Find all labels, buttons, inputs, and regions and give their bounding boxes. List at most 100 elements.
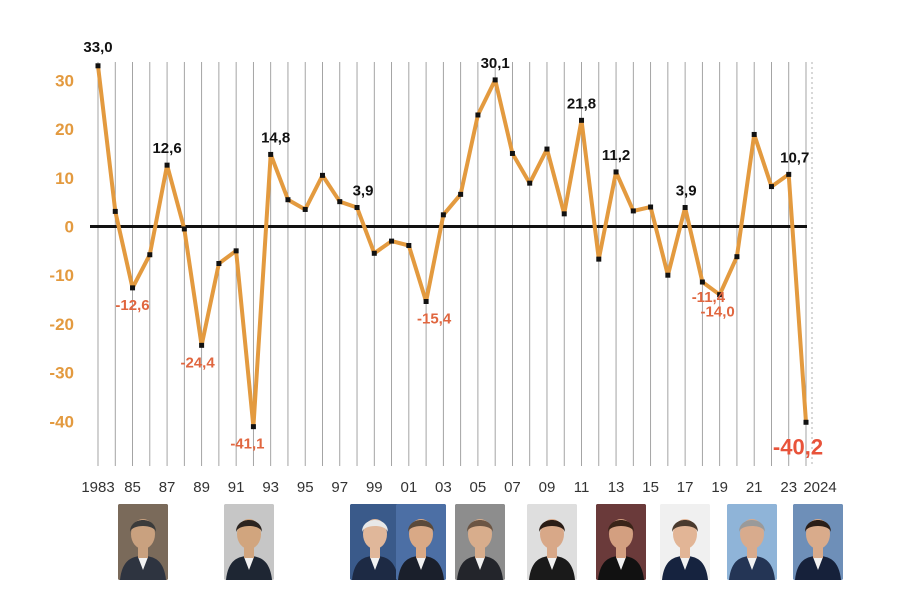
x-tick-label-11: 11 xyxy=(574,479,590,496)
data-point-1983 xyxy=(95,63,101,69)
grid-lines xyxy=(97,62,813,466)
portrait-1983-figure xyxy=(118,504,168,580)
data-point-2011 xyxy=(579,117,585,123)
portrait-collar xyxy=(616,557,626,570)
x-tick-label-07: 07 xyxy=(504,479,521,496)
x-tick-label-17: 17 xyxy=(677,479,694,496)
x-tick-label-91: 91 xyxy=(228,479,245,496)
x-tick-label-15: 15 xyxy=(642,479,659,496)
portrait-2007-figure xyxy=(527,504,577,580)
data-label-1985: -12,6 xyxy=(115,297,149,314)
portrait-2023 xyxy=(793,504,843,580)
portrait-2002 xyxy=(396,504,446,580)
portrait-neck xyxy=(616,544,626,558)
data-point-2010 xyxy=(561,211,567,217)
x-tick-label-05: 05 xyxy=(470,479,487,496)
x-tick-label-95: 95 xyxy=(297,479,314,496)
data-label-1987: 12,6 xyxy=(152,140,181,157)
data-point-1985 xyxy=(130,285,136,291)
portrait-hair xyxy=(236,520,262,532)
data-point-1994 xyxy=(285,197,291,203)
data-label-2011: 21,8 xyxy=(567,95,596,112)
series-line-group xyxy=(96,63,808,429)
portrait-collar xyxy=(138,557,148,570)
portrait-2019 xyxy=(727,504,777,580)
data-point-1996 xyxy=(319,172,325,178)
portrait-hair xyxy=(608,520,634,532)
portrait-hair xyxy=(739,520,765,532)
portrait-hair xyxy=(805,520,831,532)
x-tick-label-09: 09 xyxy=(539,479,556,496)
y-tick-label: 30 xyxy=(55,71,74,90)
portrait-neck xyxy=(370,544,380,558)
data-label-2024: -40,2 xyxy=(773,434,823,459)
data-point-2012 xyxy=(596,256,602,262)
data-point-2008 xyxy=(527,180,533,186)
portrait-1999 xyxy=(350,504,400,580)
data-point-2024 xyxy=(803,419,809,425)
portrait-hair xyxy=(539,520,565,532)
portrait-collar xyxy=(416,557,426,570)
x-tick-label-1983: 1983 xyxy=(81,479,114,496)
data-label-2023: 10,7 xyxy=(780,149,809,166)
y-tick-label: -10 xyxy=(49,266,74,285)
data-point-2001 xyxy=(406,242,412,248)
data-point-1992 xyxy=(250,424,256,430)
portrait-2023-figure xyxy=(793,504,843,580)
data-label-1993: 14,8 xyxy=(261,129,290,146)
x-tick-label-85: 85 xyxy=(124,479,141,496)
portrait-2015-figure xyxy=(660,504,710,580)
data-point-2022 xyxy=(768,184,774,190)
x-axis: 1983 85 87 89 91 93 95 97 99 01 03 05 07 09 11 13 15 17 19… xyxy=(81,479,836,496)
data-label-2019: -14,0 xyxy=(701,304,735,321)
data-point-2004 xyxy=(458,191,464,197)
data-point-2021 xyxy=(751,131,757,137)
portrait-2015 xyxy=(660,504,710,580)
portrait-2011 xyxy=(596,504,646,580)
x-tick-label-23: 23 xyxy=(780,479,797,496)
x-tick-label-97: 97 xyxy=(331,479,348,496)
portrait-neck xyxy=(813,544,823,558)
x-tick-label-93: 93 xyxy=(262,479,279,496)
portrait-neck xyxy=(475,544,485,558)
data-point-2018 xyxy=(699,279,705,285)
data-point-1999 xyxy=(371,250,377,256)
data-point-1989 xyxy=(199,342,205,348)
portrait-1983 xyxy=(118,504,168,580)
data-label-2006: 30,1 xyxy=(481,55,510,72)
y-tick-label: -30 xyxy=(49,364,74,383)
x-tick-label-2024: 2024 xyxy=(803,479,836,496)
x-tick-label-21: 21 xyxy=(746,479,763,496)
portrait-collar xyxy=(475,557,485,570)
portrait-collar xyxy=(370,557,380,570)
data-point-1995 xyxy=(302,206,308,212)
data-point-2014 xyxy=(630,208,636,214)
portrait-neck xyxy=(680,544,690,558)
portrait-collar xyxy=(747,557,757,570)
portrait-hair xyxy=(672,520,698,532)
data-point-1998 xyxy=(354,205,360,211)
portrait-hair xyxy=(467,520,493,532)
data-point-1984 xyxy=(112,208,118,214)
data-point-2000 xyxy=(389,238,395,244)
data-point-1991 xyxy=(233,248,239,254)
portrait-collar xyxy=(680,557,690,570)
portrait-neck xyxy=(747,544,757,558)
data-points xyxy=(95,63,809,430)
data-point-2009 xyxy=(544,146,550,152)
data-point-2005 xyxy=(475,112,481,118)
data-point-2003 xyxy=(440,212,446,218)
data-label-1998: 3,9 xyxy=(353,183,374,200)
data-point-1997 xyxy=(337,199,343,205)
data-point-1993 xyxy=(268,151,274,157)
data-point-2002 xyxy=(423,298,429,304)
x-tick-label-89: 89 xyxy=(193,479,210,496)
data-point-1987 xyxy=(164,162,170,168)
x-tick-label-13: 13 xyxy=(608,479,625,496)
portrait-neck xyxy=(547,544,557,558)
portrait-1989-figure xyxy=(224,504,274,580)
data-label-2002: -15,4 xyxy=(417,310,452,327)
data-labels: 33,0 -12,6 12,6 -24,4 -41,1 14,8 3,9 -15,4 30,1 2… xyxy=(83,39,823,459)
data-point-2017 xyxy=(682,205,688,211)
